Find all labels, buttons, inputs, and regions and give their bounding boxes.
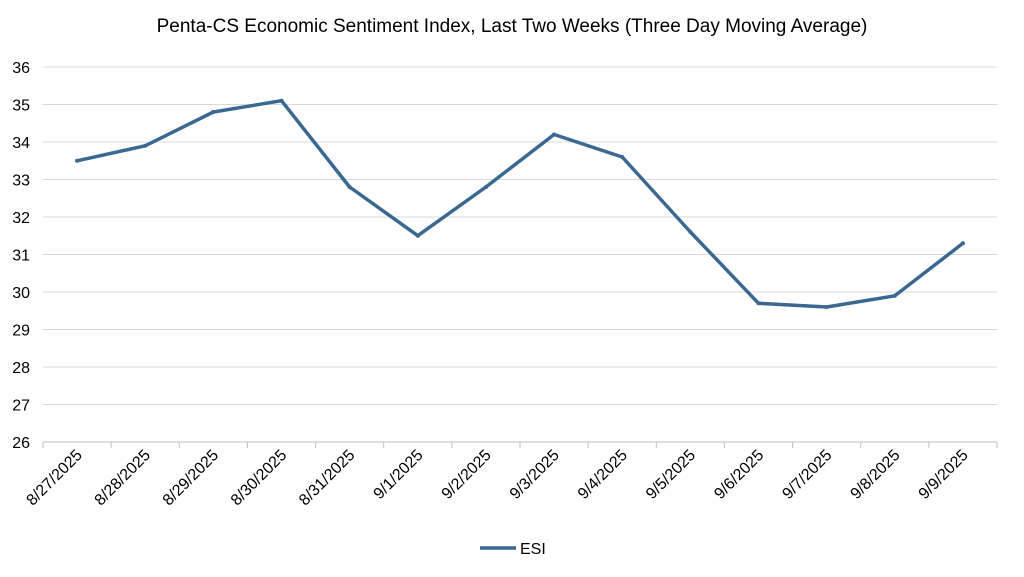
- y-tick-label: 34: [12, 135, 30, 152]
- data-point: [415, 233, 420, 238]
- data-point: [483, 185, 488, 189]
- x-tick-label: 9/7/2025: [779, 447, 835, 503]
- data-point: [620, 155, 625, 159]
- y-tick-label: 33: [12, 173, 30, 190]
- x-tick-label: 8/29/2025: [160, 447, 222, 509]
- y-tick-label: 35: [12, 98, 30, 115]
- x-tick-label: 9/2/2025: [439, 447, 495, 503]
- y-tick-label: 27: [12, 398, 30, 415]
- legend: ESI: [480, 541, 546, 558]
- y-gridlines: [43, 66, 997, 405]
- x-tick-labels: 8/27/2025 8/28/2025 8/29/2025 8/30/2025 8/31…: [24, 447, 972, 509]
- x-tick-label: 8/28/2025: [92, 447, 154, 509]
- x-tick-label: 9/1/2025: [371, 447, 427, 503]
- data-point: [75, 158, 80, 163]
- x-tick-label: 9/6/2025: [711, 447, 767, 503]
- chart-title: Penta-CS Economic Sentiment Index, Last …: [156, 16, 868, 37]
- x-tick-label: 9/3/2025: [507, 447, 563, 503]
- y-tick-label: 32: [12, 210, 30, 227]
- x-tick-label: 8/30/2025: [228, 447, 290, 509]
- data-point: [279, 98, 284, 103]
- x-tick-label: 9/8/2025: [848, 447, 904, 503]
- data-point: [347, 185, 352, 189]
- x-tick-marks: [42, 442, 998, 448]
- x-tick-label: 9/9/2025: [916, 447, 972, 503]
- data-point: [688, 230, 693, 234]
- x-tick-label: 9/5/2025: [643, 447, 699, 503]
- data-point: [756, 301, 761, 306]
- x-tick-label: 8/27/2025: [24, 447, 86, 509]
- y-tick-label: 36: [12, 60, 30, 77]
- legend-label: ESI: [520, 541, 546, 558]
- x-tick-label: 8/31/2025: [296, 447, 358, 509]
- y-tick-label: 26: [12, 435, 30, 452]
- y-tick-label: 28: [12, 360, 30, 377]
- data-point: [211, 110, 216, 114]
- y-tick-labels: 26 27 28 29 30 31 32 33 34 35 36: [12, 60, 30, 452]
- data-point: [143, 143, 148, 148]
- y-tick-label: 31: [12, 248, 30, 265]
- series-line-esi: [75, 98, 965, 309]
- data-point: [960, 241, 965, 246]
- data-point: [552, 132, 557, 137]
- x-tick-label: 9/4/2025: [575, 447, 631, 503]
- data-point: [892, 293, 897, 298]
- y-tick-label: 30: [12, 285, 30, 302]
- y-tick-label: 29: [12, 323, 30, 340]
- data-point: [824, 305, 829, 309]
